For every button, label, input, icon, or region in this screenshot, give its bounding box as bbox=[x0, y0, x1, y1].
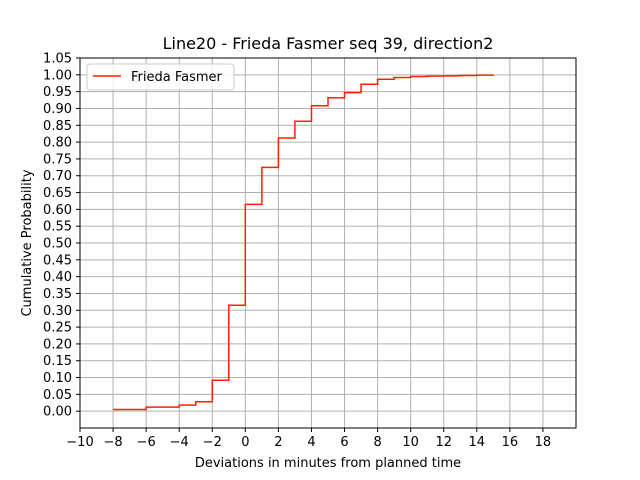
series-layer bbox=[113, 74, 495, 411]
y-tick-label: 0.70 bbox=[43, 169, 72, 184]
y-tick-label: 0.25 bbox=[43, 321, 72, 336]
x-tick-label: −4 bbox=[170, 435, 189, 450]
series-line-frieda-fasmer bbox=[113, 74, 495, 411]
y-tick-label: 0.90 bbox=[43, 102, 72, 117]
x-tick-label: 18 bbox=[535, 435, 552, 450]
x-tick-label: −6 bbox=[137, 435, 156, 450]
y-tick-label: 0.85 bbox=[43, 119, 72, 134]
y-tick-label: 0.60 bbox=[43, 203, 72, 218]
grid bbox=[79, 57, 576, 428]
y-tick-label: 0.75 bbox=[43, 152, 72, 167]
x-tick-label: 8 bbox=[373, 435, 381, 450]
y-tick-label: 1.00 bbox=[43, 68, 72, 83]
x-axis: −10 −8 −6 −4 −2 0 2 4 6 8 10 12 14 16 18 bbox=[66, 428, 551, 450]
y-tick-label: 0.55 bbox=[43, 220, 72, 235]
x-axis-label: Deviations in minutes from planned time bbox=[195, 456, 461, 471]
y-tick-label: 0.45 bbox=[43, 253, 72, 268]
x-tick-label: 6 bbox=[340, 435, 348, 450]
y-tick-label: 0.35 bbox=[43, 287, 72, 302]
y-tick-label: 0.65 bbox=[43, 186, 72, 201]
x-tick-label: −8 bbox=[103, 435, 122, 450]
x-tick-label: 14 bbox=[469, 435, 486, 450]
y-tick-label: 0.15 bbox=[43, 354, 72, 369]
x-tick-label: −2 bbox=[203, 435, 222, 450]
y-tick-label: 0.20 bbox=[43, 337, 72, 352]
y-axis: 0.00 0.05 0.10 0.15 0.200.25 0.30 0.35 0.40 0.45… bbox=[43, 52, 80, 420]
y-tick-label: 0.00 bbox=[43, 405, 72, 420]
x-tick-label: 12 bbox=[435, 435, 452, 450]
x-tick-label: −10 bbox=[66, 435, 93, 450]
legend-box bbox=[86, 63, 235, 91]
y-tick-label: 1.05 bbox=[43, 52, 72, 67]
x-tick-label: 4 bbox=[307, 435, 315, 450]
x-tick-label: 2 bbox=[274, 435, 282, 450]
legend-label-frieda-fasmer: Frieda Fasmer bbox=[131, 70, 223, 85]
x-tick-label: 16 bbox=[502, 435, 519, 450]
y-tick-label: 0.10 bbox=[43, 371, 72, 386]
y-tick-label: 0.50 bbox=[43, 237, 72, 252]
x-tick-label: 10 bbox=[402, 435, 419, 450]
y-tick-label: 0.05 bbox=[43, 388, 72, 403]
legend: Frieda Fasmer bbox=[86, 63, 235, 91]
y-tick-label: 0.30 bbox=[43, 304, 72, 319]
y-tick-label: 0.40 bbox=[43, 270, 72, 285]
y-tick-label: 0.95 bbox=[43, 85, 72, 100]
y-tick-label: 0.80 bbox=[43, 136, 72, 151]
y-axis-label: Cumulative Probability bbox=[20, 169, 35, 316]
x-tick-label: 0 bbox=[241, 435, 249, 450]
chart-title: Line20 - Frieda Fasmer seq 39, direction… bbox=[163, 34, 494, 53]
